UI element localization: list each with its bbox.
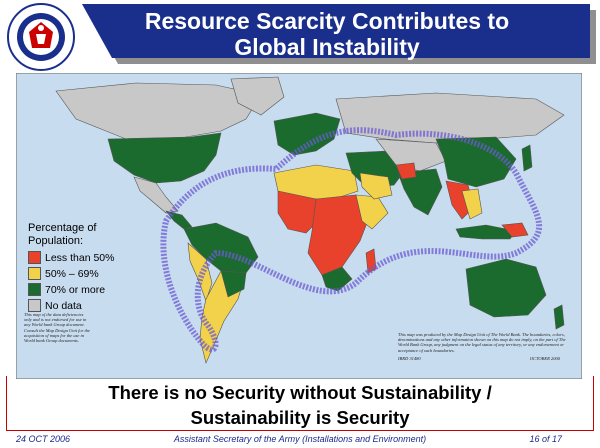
map-disclaimer-right: This map was produced by the Map Design … (398, 332, 568, 361)
legend-item: 50% – 69% (28, 267, 148, 280)
region-japan (521, 144, 533, 172)
region-greenland (230, 76, 285, 116)
map-disclaimer-left: This map of the data deficiencies only a… (24, 312, 90, 344)
legend-swatch (28, 251, 41, 264)
region-brazil-south (220, 270, 247, 298)
legend-swatch (28, 267, 41, 280)
title-banner (82, 4, 596, 64)
right-rule (593, 376, 594, 431)
legend-label: 70% or more (45, 283, 106, 296)
region-central-asia (375, 138, 447, 172)
title-line-1: Resource Scarcity Contributes to (144, 8, 510, 34)
map-legend: Percentage of Population: Less than 50% … (28, 222, 148, 312)
footer-rule (6, 430, 594, 431)
legend-title-line-1: Percentage of (28, 222, 97, 234)
map-date: OCTOBER 2000 (529, 355, 560, 361)
legend-item: 70% or more (28, 283, 148, 296)
world-map (15, 72, 583, 380)
footer-date: 24 OCT 2006 (16, 434, 71, 444)
region-indonesia (455, 224, 517, 240)
legend-label: 50% – 69% (45, 267, 99, 280)
army-seal-logo (7, 3, 75, 71)
region-southern-africa (321, 266, 353, 292)
region-usa (107, 132, 222, 184)
page-title: Resource Scarcity Contributes to Global … (82, 8, 572, 60)
legend-swatch (28, 299, 41, 312)
legend-label: Less than 50% (45, 251, 115, 264)
world-map-graphic (15, 72, 583, 380)
legend-title-line-2: Population: (28, 235, 84, 247)
footer-page-number: 16 of 17 (529, 434, 562, 444)
region-canada (55, 82, 262, 144)
region-new-zealand (553, 304, 565, 330)
map-code: IBRD 31480 (398, 355, 421, 361)
footer-office: Assistant Secretary of the Army (Install… (173, 434, 427, 444)
region-china (435, 136, 517, 188)
slogan-line-1: There is no Security without Sustainabil… (108, 382, 492, 403)
title-line-2: Global Instability (234, 34, 420, 60)
legend-item: Less than 50% (28, 251, 148, 264)
region-madagascar (365, 248, 377, 274)
region-south-asia (397, 168, 443, 216)
legend-swatch (28, 283, 41, 296)
map-disclaimer-text: This map was produced by the Map Design … (398, 332, 566, 353)
header: Resource Scarcity Contributes to Global … (0, 0, 600, 71)
legend-item: No data (28, 299, 148, 312)
instability-band (160, 127, 542, 353)
left-rule (6, 376, 7, 431)
region-afghanistan (395, 162, 417, 180)
region-indochina (461, 188, 483, 220)
region-papua (501, 222, 529, 238)
legend-label: No data (45, 299, 82, 312)
slogan-line-2: Sustainability is Security (190, 407, 410, 428)
region-arabia (359, 172, 393, 200)
region-europe (273, 112, 341, 156)
region-russia (335, 92, 565, 144)
region-australia (465, 258, 547, 318)
